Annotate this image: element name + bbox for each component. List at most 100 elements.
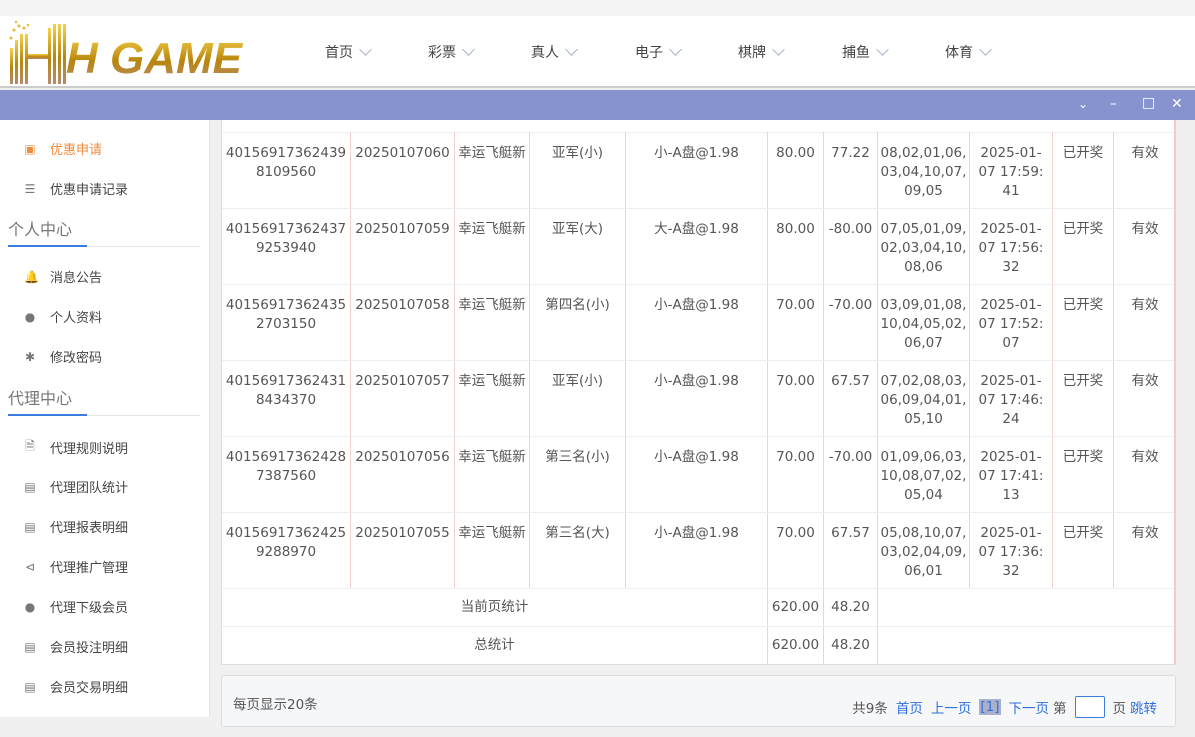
- game-name-cell: 幸运飞艇新: [454, 284, 530, 361]
- clipboard-icon: ▤: [24, 639, 36, 654]
- nav-label: 电子: [635, 45, 663, 61]
- summary-amount: 620.00: [767, 626, 824, 664]
- nav-label: 首页: [325, 45, 353, 61]
- nav-label: 真人: [531, 45, 559, 61]
- book-icon: ▤: [24, 519, 36, 534]
- current-page[interactable]: [1]: [979, 699, 1001, 715]
- draw-status-cell: 已开奖: [1052, 284, 1114, 361]
- nav-fishing[interactable]: 捕鱼: [842, 42, 889, 62]
- page-number-input[interactable]: [1074, 696, 1105, 718]
- section-title-agent: 代理中心: [8, 389, 73, 408]
- order-id-cell: 401569173624259288970: [222, 512, 351, 589]
- chevron-down-icon: [876, 43, 889, 56]
- bet-time-cell: 2025-01-07 17:59:41: [969, 132, 1053, 209]
- sidebar-item-member-transactions[interactable]: ▤ 会员交易明细: [24, 677, 128, 697]
- bet-status-cell: 有效: [1113, 360, 1174, 437]
- bet-time-cell: 2025-01-07 17:36:32: [969, 512, 1053, 589]
- nav-home[interactable]: 首页: [325, 42, 372, 62]
- sidebar-item-promo-apply[interactable]: ▣ 优惠申请: [24, 139, 102, 159]
- page-prefix: 第: [1053, 701, 1067, 717]
- draw-result-cell: 07,05,01,09,02,03,04,10,08,06: [877, 208, 970, 285]
- receipt-icon: ▤: [24, 679, 36, 694]
- order-id-cell: 401569173624318434370: [222, 360, 351, 437]
- sidebar-item-agent-rules[interactable]: 🗎 代理规则说明: [24, 437, 128, 458]
- draw-result-cell: 08,02,01,06,03,04,10,07,09,05: [877, 132, 970, 209]
- sidebar-item-profile[interactable]: ● 个人资料: [24, 307, 102, 327]
- svg-text:H GAME: H GAME: [66, 34, 244, 83]
- bet-time-cell: 2025-01-07 17:52:07: [969, 284, 1053, 361]
- sidebar-item-label: 代理下级会员: [50, 601, 129, 616]
- sidebar-item-notices[interactable]: 🔔 消息公告: [24, 267, 103, 287]
- nav-live[interactable]: 真人: [531, 42, 578, 62]
- game-name-cell: 幸运飞艇新: [454, 436, 530, 513]
- profit-cell: 67.57: [823, 512, 878, 589]
- gear-icon: ✱: [24, 349, 36, 364]
- share-icon: ⊲: [24, 559, 36, 574]
- gift-icon: ▣: [24, 141, 36, 156]
- chevron-down-icon: [772, 43, 785, 56]
- nav-cards[interactable]: 棋牌: [738, 42, 785, 62]
- draw-result-cell: 03,09,01,08,10,04,05,02,06,07: [877, 284, 970, 361]
- summary-empty: [877, 626, 1174, 664]
- game-name-cell: 幸运飞艇新: [454, 132, 530, 209]
- table-row: 401569173624352703150 20250107058 幸运飞艇新 第四名…: [222, 284, 1174, 361]
- chevron-down-icon: [462, 43, 475, 56]
- window-titlebar: ⌄ – □ ✕: [0, 90, 1195, 120]
- sidebar-item-agent-promo[interactable]: ⊲ 代理推广管理: [24, 557, 128, 577]
- hgame-logo[interactable]: H GAME: [6, 18, 268, 86]
- pagination-bar: 每页显示20条 共9条 首页 上一页 [1] 下一页 第 页 跳转: [221, 675, 1176, 727]
- section-divider: [8, 245, 200, 247]
- table-row: 401569173624379253940 20250107059 幸运飞艇新 亚军(…: [222, 208, 1174, 285]
- draw-status-cell: 已开奖: [1052, 512, 1114, 589]
- bet-odds-cell: 小-A盘@1.98: [625, 436, 768, 513]
- sidebar-item-agent-team[interactable]: ▤ 代理团队统计: [24, 477, 128, 497]
- collapse-chevron-icon[interactable]: ⌄: [1078, 97, 1089, 111]
- sidebar-item-label: 代理报表明细: [50, 521, 129, 536]
- nav-slots[interactable]: 电子: [635, 42, 682, 62]
- bell-icon: 🔔: [24, 269, 39, 284]
- prev-page-link[interactable]: 上一页: [930, 701, 972, 717]
- profit-cell: 67.57: [823, 360, 878, 437]
- nav-lottery[interactable]: 彩票: [428, 42, 475, 62]
- sidebar: ▣ 优惠申请 ☰ 优惠申请记录 个人中心 🔔 消息公告 ● 个人资料 ✱ 修改密码 代理中…: [0, 120, 210, 717]
- chevron-down-icon: [359, 43, 372, 56]
- chevron-down-icon: [669, 43, 682, 56]
- table-row: 401569173624259288970 20250107055 幸运飞艇新 第三名…: [222, 512, 1174, 589]
- sidebar-item-member-bets[interactable]: ▤ 会员投注明细: [24, 637, 128, 657]
- sidebar-item-agent-members[interactable]: ● 代理下级会员: [24, 597, 129, 617]
- minimize-icon[interactable]: –: [1110, 96, 1117, 112]
- table-row: 401569173624398109560 20250107060 幸运飞艇新 亚军(…: [222, 132, 1174, 209]
- draw-status-cell: 已开奖: [1052, 436, 1114, 513]
- section-title-personal: 个人中心: [8, 220, 73, 239]
- jump-button[interactable]: 跳转: [1130, 701, 1157, 717]
- bet-time-cell: 2025-01-07 17:56:32: [969, 208, 1053, 285]
- issue-number-cell: 20250107056: [350, 436, 455, 513]
- per-page-text: 每页显示20条: [233, 697, 318, 713]
- sidebar-item-label: 消息公告: [50, 271, 103, 286]
- bet-item-cell: 第四名(小): [529, 284, 626, 361]
- bet-item-cell: 亚军(小): [529, 360, 626, 437]
- draw-status-cell: 已开奖: [1052, 132, 1114, 209]
- bet-status-cell: 有效: [1113, 208, 1174, 285]
- maximize-icon[interactable]: □: [1142, 95, 1156, 111]
- sidebar-item-promo-records[interactable]: ☰ 优惠申请记录: [24, 179, 128, 199]
- bet-status-cell: 有效: [1113, 436, 1174, 513]
- sidebar-item-agent-report[interactable]: ▤ 代理报表明细: [24, 517, 129, 537]
- first-page-link[interactable]: 首页: [895, 701, 923, 717]
- nav-label: 棋牌: [738, 45, 766, 61]
- total-count: 共9条: [852, 701, 888, 717]
- summary-profit: 48.20: [823, 588, 878, 627]
- close-icon[interactable]: ✕: [1171, 96, 1183, 112]
- next-page-link[interactable]: 下一页: [1008, 701, 1050, 717]
- bet-odds-cell: 小-A盘@1.98: [625, 132, 768, 209]
- list-icon: ☰: [24, 181, 36, 196]
- game-name-cell: 幸运飞艇新: [454, 512, 530, 589]
- summary-row: 总统计 620.00 48.20: [222, 626, 1174, 664]
- issue-number-cell: 20250107058: [350, 284, 455, 361]
- bet-amount-cell: 70.00: [767, 512, 824, 589]
- order-id-cell: 401569173624398109560: [222, 132, 351, 209]
- nav-sports[interactable]: 体育: [945, 42, 992, 62]
- sidebar-item-password[interactable]: ✱ 修改密码: [24, 347, 102, 367]
- order-id-cell: 401569173624287387560: [222, 436, 351, 513]
- table-row: 401569173624287387560 20250107056 幸运飞艇新 第三名…: [222, 436, 1174, 513]
